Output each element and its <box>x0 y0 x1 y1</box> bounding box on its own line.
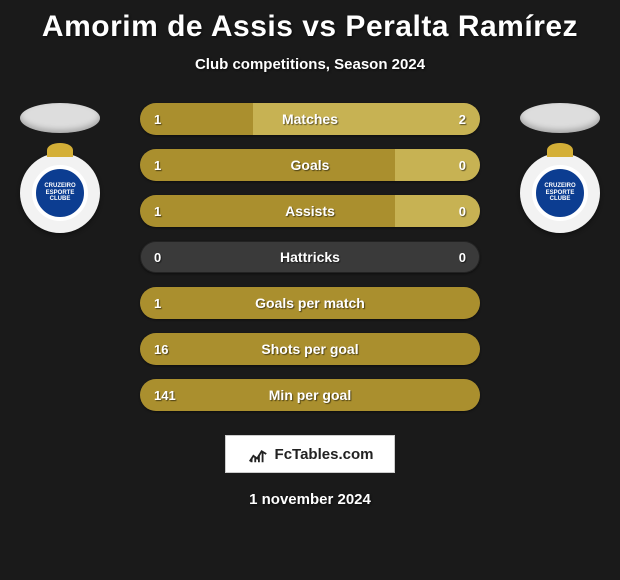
club-name-left: CRUZEIROESPORTECLUBE <box>44 183 75 203</box>
stat-bar: 141Min per goal <box>140 379 480 411</box>
bar-fill-right <box>395 149 480 181</box>
page-subtitle: Club competitions, Season 2024 <box>0 56 620 73</box>
player-avatar-placeholder <box>20 103 100 133</box>
bar-fill-right <box>395 195 480 227</box>
stat-bar: 10Goals <box>140 149 480 181</box>
bar-fill-right <box>253 103 480 135</box>
bar-fill <box>140 333 480 365</box>
stat-bar: 1Goals per match <box>140 287 480 319</box>
stat-bar: 16Shots per goal <box>140 333 480 365</box>
player-avatar-placeholder <box>520 103 600 133</box>
page-title: Amorim de Assis vs Peralta Ramírez <box>0 0 620 44</box>
stat-bar: 12Matches <box>140 103 480 135</box>
stat-label: Hattricks <box>140 241 480 273</box>
bar-fill-left <box>140 195 395 227</box>
club-badge-right: CRUZEIROESPORTECLUBE <box>520 153 600 233</box>
club-name-right: CRUZEIROESPORTECLUBE <box>544 183 575 203</box>
chart-icon <box>247 443 269 465</box>
club-badge-left: CRUZEIROESPORTECLUBE <box>20 153 100 233</box>
stat-bar: 0 0Hattricks <box>140 241 480 273</box>
player-right-column: CRUZEIROESPORTECLUBE <box>510 103 610 233</box>
bar-fill-left <box>140 149 395 181</box>
player-left-column: CRUZEIROESPORTECLUBE <box>10 103 110 233</box>
stat-value-left: 0 <box>140 241 175 273</box>
comparison-panel: CRUZEIROESPORTECLUBE CRUZEIROESPORTECLUB… <box>0 103 620 508</box>
club-badge-inner: CRUZEIROESPORTECLUBE <box>532 165 588 221</box>
brand-attribution: FcTables.com <box>225 435 395 473</box>
footer-date: 1 november 2024 <box>0 491 620 508</box>
bar-fill-left <box>140 103 253 135</box>
stat-value-right: 0 <box>445 241 480 273</box>
stat-bar: 10Assists <box>140 195 480 227</box>
club-badge-inner: CRUZEIROESPORTECLUBE <box>32 165 88 221</box>
bar-fill <box>140 287 480 319</box>
brand-text: FcTables.com <box>275 446 374 463</box>
stat-bars: 12Matches 10Goals 10Assists 0 0Hattricks 1Goa… <box>140 103 480 411</box>
bar-fill <box>140 379 480 411</box>
